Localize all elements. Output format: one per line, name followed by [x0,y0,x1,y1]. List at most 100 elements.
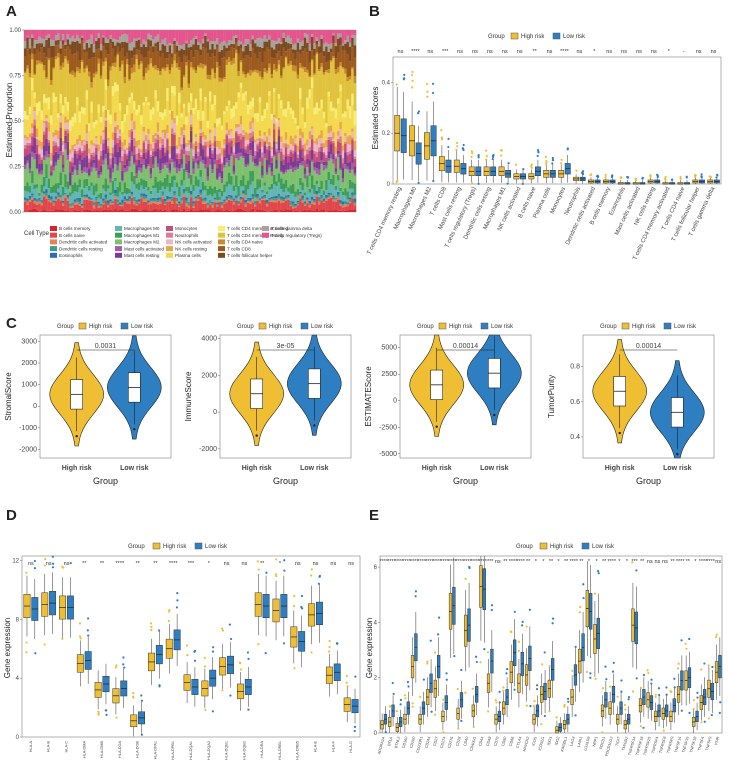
stack-segment [334,185,338,190]
stack-segment [180,198,184,201]
stack-segment [310,161,314,176]
stack-segment [159,158,162,171]
outlier-point [548,710,551,713]
outlier-point [718,711,721,714]
stack-segment [334,209,338,212]
stack-segment [192,173,195,186]
stack-segment [268,211,271,212]
stack-segment [249,132,252,139]
stack-segment [95,138,98,145]
stack-segment [178,211,181,212]
stack-segment [185,210,188,212]
stack-segment [287,169,290,171]
xtick-label: CD200R1 [416,736,424,753]
outlier-point [710,713,713,717]
stack-segment [246,55,250,73]
outlier-point [133,428,136,431]
stack-segment [123,172,127,183]
stack-segment [125,153,129,156]
stack-segment [232,185,236,191]
stack-segment [38,163,41,173]
legend-swatch-low [581,542,590,550]
stack-segment [109,201,112,203]
stack-segment [24,71,27,74]
stack-segment [80,203,84,206]
stack-segment [235,108,238,124]
significance-label: ns [472,49,478,55]
stack-segment [95,171,98,184]
stack-segment [76,184,79,192]
stack-segment [83,68,86,73]
stack-segment [178,92,181,104]
stack-segment [90,200,93,211]
stack-segment [163,209,167,212]
stack-segment [130,42,134,51]
stack-segment [351,67,354,69]
stack-segment [306,167,309,176]
stack-segment [256,198,259,201]
stack-segment [211,196,214,202]
stack-segment [244,210,248,212]
stack-segment [310,60,314,78]
stack-segment [83,167,86,172]
stack-segment [52,132,55,137]
stack-segment [327,96,331,126]
stack-segment [206,207,210,210]
stack-segment [152,30,155,40]
stack-segment [313,167,316,171]
xtick-label: TMIGD2 [621,736,629,751]
stack-segment [249,121,252,130]
stack-segment [92,156,96,160]
stack-segment [306,199,309,201]
stack-segment [270,201,274,212]
stack-segment [208,129,212,134]
panel-b: B Group High risk Low risk Estimated Scor… [367,3,722,261]
stack-segment [97,151,101,160]
panel-e-ylabel: Gene expression [365,618,374,678]
stack-segment [294,117,297,124]
stack-segment [211,157,214,170]
stack-segment [237,71,240,77]
stack-segment [258,198,262,200]
stack-segment [282,198,286,202]
stack-segment [71,175,74,185]
stack-segment [320,138,323,144]
stack-segment [154,98,157,134]
outlier-point [460,668,463,672]
stack-segment [78,187,82,199]
stack-segment [341,45,345,51]
stack-segment [204,156,207,165]
stack-segment [337,156,340,176]
stack-segment [301,107,304,114]
stack-segment [54,199,58,201]
stack-segment [208,194,212,201]
stack-segment [258,130,262,137]
outlier-point [627,695,631,699]
stack-segment [128,166,131,190]
stack-segment [308,175,312,189]
stack-segment [42,70,46,95]
xtick-label: CD80 [501,736,507,746]
stack-segment [47,34,51,38]
stack-segment [296,204,300,206]
stack-segment [144,46,148,58]
stack-segment [261,196,264,198]
stack-segment [327,194,331,198]
stack-segment [28,73,32,78]
stack-segment [261,175,264,178]
legend-swatch [166,226,173,231]
stack-segment [156,204,160,211]
stack-segment [294,210,297,212]
stack-segment [28,39,32,49]
stack-segment [190,195,193,198]
stack-segment [280,136,283,142]
stack-segment [42,134,46,146]
stack-segment [57,209,60,212]
stack-segment [268,164,271,168]
stack-segment [211,110,214,144]
stack-segment [246,153,250,164]
stack-segment [182,124,186,131]
stack-segment [341,205,345,208]
outlier-point [455,148,458,151]
stack-segment [291,70,295,111]
